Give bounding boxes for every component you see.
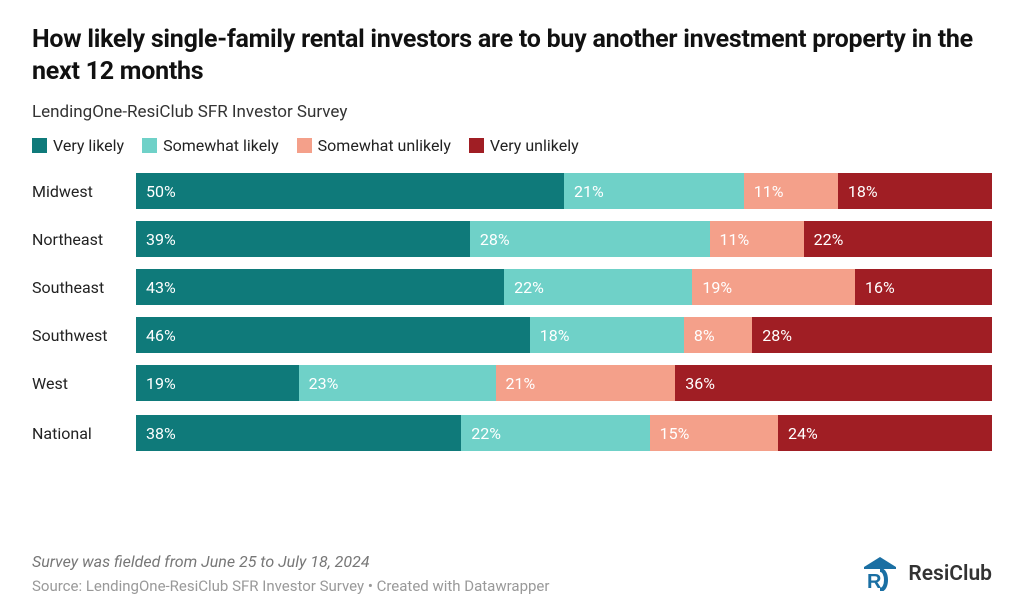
bar-segment: 11%: [744, 173, 838, 209]
bar-segment: 43%: [136, 269, 504, 305]
bar: 39%28%11%22%: [136, 221, 992, 257]
legend-item: Very unlikely: [469, 136, 579, 155]
bar-segment: 22%: [461, 415, 649, 451]
row-label: Southeast: [32, 278, 136, 297]
chart-row: Southwest46%18%8%28%: [32, 315, 992, 355]
bar-segment: 36%: [675, 365, 992, 401]
legend-label: Somewhat unlikely: [318, 136, 451, 155]
brand-name: ResiClub: [908, 562, 992, 586]
chart-row: Northeast39%28%11%22%: [32, 219, 992, 259]
chart-footer: Survey was fielded from June 25 to July …: [32, 552, 992, 595]
chart-row: Midwest50%21%11%18%: [32, 171, 992, 211]
stacked-bar-chart: Midwest50%21%11%18%Northeast39%28%11%22%…: [32, 171, 992, 453]
legend-swatch: [297, 138, 312, 153]
legend-item: Somewhat unlikely: [297, 136, 451, 155]
row-label: Midwest: [32, 182, 136, 201]
bar-segment: 46%: [136, 317, 530, 353]
legend-swatch: [32, 138, 47, 153]
bar-segment: 22%: [804, 221, 992, 257]
resiclub-logo-icon: R: [860, 557, 900, 591]
row-label: Northeast: [32, 230, 136, 249]
chart-title: How likely single-family rental investor…: [32, 24, 992, 88]
bar-segment: 21%: [564, 173, 744, 209]
chart-row: West19%23%21%36%: [32, 363, 992, 403]
chart-source: Source: LendingOne-ResiClub SFR Investor…: [32, 577, 992, 595]
bar-segment: 19%: [136, 365, 299, 401]
bar-segment: 24%: [778, 415, 992, 451]
bar-segment: 39%: [136, 221, 470, 257]
bar-segment: 21%: [496, 365, 676, 401]
bar-segment: 19%: [692, 269, 855, 305]
chart-row: Southeast43%22%19%16%: [32, 267, 992, 307]
row-label: Southwest: [32, 326, 136, 345]
bar-segment: 28%: [752, 317, 992, 353]
legend-item: Somewhat likely: [142, 136, 279, 155]
bar-segment: 18%: [838, 173, 992, 209]
bar-segment: 8%: [684, 317, 752, 353]
row-label: National: [32, 424, 136, 443]
row-label: West: [32, 374, 136, 393]
legend-label: Very likely: [53, 136, 124, 155]
bar: 19%23%21%36%: [136, 365, 992, 401]
bar-segment: 50%: [136, 173, 564, 209]
legend-label: Somewhat likely: [163, 136, 279, 155]
bar-segment: 38%: [136, 415, 461, 451]
legend-swatch: [142, 138, 157, 153]
chart-row: National38%22%15%24%: [32, 413, 992, 453]
bar: 43%22%19%16%: [136, 269, 992, 305]
chart-note: Survey was fielded from June 25 to July …: [32, 552, 992, 571]
bar: 50%21%11%18%: [136, 173, 992, 209]
legend-label: Very unlikely: [490, 136, 579, 155]
bar-segment: 18%: [530, 317, 684, 353]
bar-segment: 23%: [299, 365, 496, 401]
bar-segment: 11%: [710, 221, 804, 257]
svg-text:R: R: [867, 571, 882, 591]
bar-segment: 16%: [855, 269, 992, 305]
bar-segment: 28%: [470, 221, 710, 257]
bar: 46%18%8%28%: [136, 317, 992, 353]
brand-logo: R ResiClub: [860, 557, 992, 591]
legend-item: Very likely: [32, 136, 124, 155]
legend: Very likely Somewhat likely Somewhat unlik…: [32, 136, 992, 155]
bar-segment: 15%: [650, 415, 778, 451]
bar: 38%22%15%24%: [136, 415, 992, 451]
chart-subtitle: LendingOne-ResiClub SFR Investor Survey: [32, 102, 992, 122]
legend-swatch: [469, 138, 484, 153]
bar-segment: 22%: [504, 269, 692, 305]
